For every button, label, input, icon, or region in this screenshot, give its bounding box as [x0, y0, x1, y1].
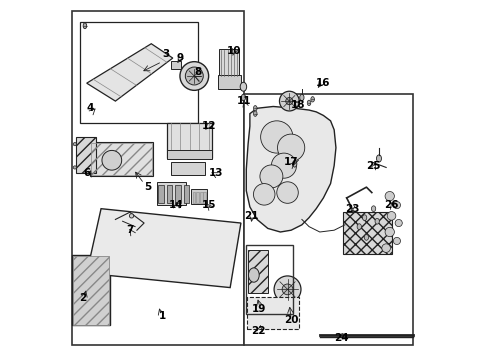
Ellipse shape	[374, 219, 379, 224]
Bar	[158, 185, 163, 203]
Text: 1: 1	[158, 311, 165, 321]
Ellipse shape	[241, 94, 245, 101]
Bar	[171, 61, 181, 69]
Polygon shape	[246, 107, 335, 232]
Ellipse shape	[282, 284, 292, 295]
Text: 11: 11	[237, 96, 251, 106]
Ellipse shape	[274, 276, 301, 303]
Text: 3: 3	[162, 49, 169, 59]
Text: 6: 6	[83, 168, 90, 178]
Ellipse shape	[394, 220, 402, 226]
Ellipse shape	[253, 184, 274, 205]
Bar	[196, 192, 199, 203]
Text: 14: 14	[169, 200, 183, 210]
Bar	[167, 150, 212, 159]
Bar	[72, 255, 110, 325]
Text: 7: 7	[126, 225, 133, 235]
Text: 23: 23	[344, 204, 359, 214]
Ellipse shape	[384, 192, 394, 201]
Text: 5: 5	[144, 182, 151, 192]
Text: 19: 19	[251, 304, 265, 314]
Bar	[246, 244, 292, 315]
Bar	[203, 192, 206, 203]
Ellipse shape	[253, 111, 257, 116]
Text: 15: 15	[201, 200, 215, 210]
Bar	[73, 256, 109, 324]
Text: 12: 12	[201, 121, 215, 131]
Ellipse shape	[381, 244, 389, 252]
Bar	[247, 297, 299, 329]
Ellipse shape	[129, 214, 133, 218]
Ellipse shape	[73, 166, 76, 169]
Bar	[199, 192, 202, 203]
Bar	[166, 185, 172, 203]
Ellipse shape	[292, 161, 296, 167]
Bar	[218, 75, 240, 89]
Ellipse shape	[306, 100, 310, 105]
Bar	[156, 182, 185, 205]
Ellipse shape	[73, 143, 76, 146]
Polygon shape	[86, 209, 241, 288]
Bar	[219, 49, 239, 76]
Ellipse shape	[240, 82, 246, 91]
Ellipse shape	[260, 121, 292, 153]
Ellipse shape	[371, 206, 375, 212]
Text: 25: 25	[366, 161, 380, 171]
Text: 20: 20	[284, 315, 298, 325]
Bar	[244, 94, 412, 345]
Ellipse shape	[356, 224, 361, 229]
Bar	[167, 123, 212, 158]
Text: 16: 16	[316, 78, 330, 88]
Ellipse shape	[364, 234, 368, 240]
Text: 22: 22	[251, 325, 265, 336]
Ellipse shape	[248, 268, 259, 282]
Bar	[175, 185, 180, 203]
Ellipse shape	[310, 96, 314, 102]
Ellipse shape	[253, 105, 257, 111]
Text: 2: 2	[80, 293, 86, 303]
Text: 17: 17	[283, 157, 298, 167]
Ellipse shape	[260, 165, 282, 188]
Ellipse shape	[386, 212, 395, 220]
Ellipse shape	[376, 155, 381, 162]
Text: 8: 8	[194, 67, 201, 77]
Bar	[247, 250, 267, 293]
Text: 26: 26	[384, 200, 398, 210]
Ellipse shape	[285, 98, 292, 105]
Text: 9: 9	[176, 53, 183, 63]
Ellipse shape	[271, 153, 296, 178]
Ellipse shape	[392, 237, 400, 244]
Text: 18: 18	[290, 100, 305, 110]
Bar	[171, 162, 204, 175]
Ellipse shape	[185, 67, 203, 85]
Bar	[90, 142, 153, 176]
Bar	[183, 185, 188, 203]
Ellipse shape	[277, 134, 304, 161]
Ellipse shape	[102, 150, 122, 170]
Ellipse shape	[83, 23, 86, 29]
Bar	[91, 143, 152, 175]
Text: 24: 24	[333, 333, 348, 343]
Bar	[190, 189, 206, 204]
Ellipse shape	[384, 227, 394, 237]
Bar	[343, 212, 391, 253]
Text: 4: 4	[86, 103, 94, 113]
Ellipse shape	[299, 94, 304, 101]
Bar	[192, 192, 195, 203]
Ellipse shape	[392, 202, 400, 209]
Ellipse shape	[180, 62, 208, 90]
Ellipse shape	[362, 215, 366, 221]
Polygon shape	[86, 44, 172, 101]
Text: 10: 10	[226, 46, 241, 56]
Text: 21: 21	[244, 211, 258, 221]
Bar	[76, 137, 96, 173]
Bar	[72, 12, 244, 345]
Bar	[80, 22, 198, 123]
Ellipse shape	[279, 91, 299, 111]
Text: 13: 13	[208, 168, 223, 178]
Ellipse shape	[276, 182, 298, 203]
